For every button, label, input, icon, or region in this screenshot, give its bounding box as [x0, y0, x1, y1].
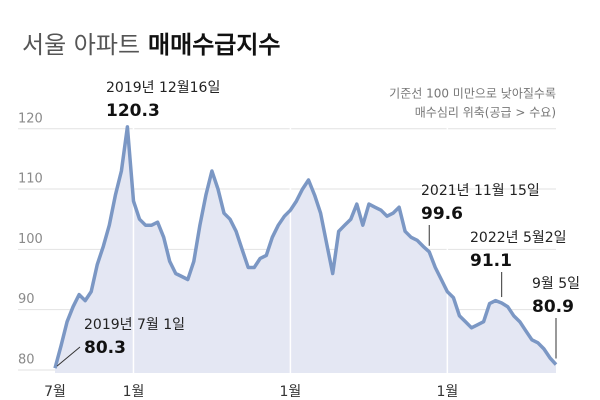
- note: 기준선 100 미만으로 낮아질수록: [389, 87, 556, 101]
- note: 매수심리 위축(공급 > 수요): [415, 106, 556, 120]
- x-tick-label: 1월: [436, 384, 458, 400]
- chart-title: 서울 아파트 매매수급지수: [22, 31, 281, 59]
- series-line: [53, 125, 558, 369]
- point-label: 9월 5일: [532, 276, 580, 292]
- y-tick-label: 80: [18, 352, 35, 367]
- y-tick-label: 100: [18, 232, 43, 247]
- point-label: 2022년 5월2일: [470, 230, 567, 246]
- x-tick-label: 1월: [123, 384, 145, 400]
- data-label: 120.3: [106, 101, 160, 121]
- data-label: 91.1: [470, 251, 512, 271]
- area: [55, 126, 556, 374]
- point-label: 2021년 11월 15일: [421, 183, 540, 199]
- y-tick-label: 120: [18, 111, 43, 126]
- point-label: 2019년 7월 1일: [84, 317, 185, 333]
- x-tick-label: 1월: [280, 384, 302, 400]
- x-tick-label: 7월: [44, 384, 66, 400]
- data-label: 80.9: [532, 297, 574, 317]
- title-bold: 매매수급지수: [148, 31, 280, 59]
- y-tick-label: 110: [18, 172, 43, 187]
- data-label: 99.6: [421, 204, 463, 224]
- title-regular: 서울 아파트: [22, 31, 140, 59]
- point-label: 2019년 12월16일: [106, 80, 220, 96]
- leader: [56, 346, 81, 367]
- y-tick-label: 90: [18, 292, 35, 307]
- data-label: 80.3: [84, 338, 126, 358]
